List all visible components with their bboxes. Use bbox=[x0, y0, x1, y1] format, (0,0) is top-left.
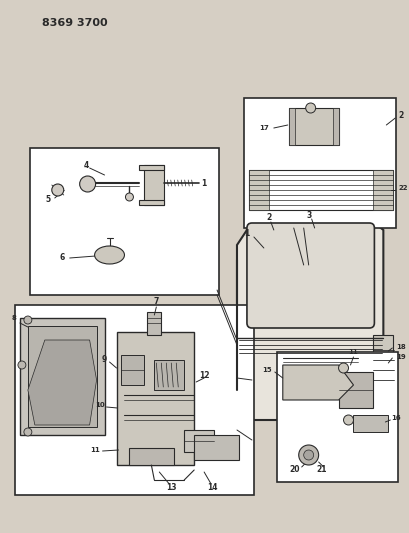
Text: 11: 11 bbox=[348, 349, 357, 355]
Polygon shape bbox=[28, 340, 97, 425]
Text: 12: 12 bbox=[198, 370, 209, 379]
Circle shape bbox=[125, 193, 133, 201]
Circle shape bbox=[52, 184, 63, 196]
Text: 20: 20 bbox=[289, 465, 299, 474]
Bar bbox=[154, 360, 184, 390]
Text: 3: 3 bbox=[305, 211, 310, 220]
Text: 2: 2 bbox=[265, 214, 271, 222]
Bar bbox=[276, 352, 397, 482]
Text: 1: 1 bbox=[244, 229, 249, 238]
Text: 5: 5 bbox=[45, 196, 50, 205]
Bar bbox=[288, 108, 294, 145]
Text: 4: 4 bbox=[84, 160, 89, 169]
Bar bbox=[243, 98, 396, 228]
Text: 16: 16 bbox=[390, 415, 400, 421]
Bar bbox=[147, 312, 161, 335]
Text: 15: 15 bbox=[262, 367, 271, 373]
Text: 19: 19 bbox=[396, 354, 405, 360]
Bar bbox=[338, 372, 373, 408]
FancyBboxPatch shape bbox=[246, 223, 373, 328]
Circle shape bbox=[343, 415, 353, 425]
Bar bbox=[373, 335, 392, 395]
Circle shape bbox=[338, 363, 348, 373]
Ellipse shape bbox=[94, 246, 124, 264]
Text: 8369 3700: 8369 3700 bbox=[42, 18, 107, 28]
Text: 22: 22 bbox=[397, 185, 407, 191]
Bar bbox=[121, 355, 144, 385]
Text: 13: 13 bbox=[166, 483, 176, 492]
Bar bbox=[139, 165, 164, 170]
Circle shape bbox=[24, 428, 32, 436]
Text: 18: 18 bbox=[396, 344, 405, 350]
Bar bbox=[20, 318, 104, 435]
Text: 17: 17 bbox=[258, 125, 268, 131]
Circle shape bbox=[305, 103, 315, 113]
Circle shape bbox=[298, 445, 318, 465]
Bar bbox=[353, 415, 387, 432]
Text: 6: 6 bbox=[59, 254, 64, 262]
Text: 11: 11 bbox=[90, 447, 99, 453]
Circle shape bbox=[24, 316, 32, 324]
Bar bbox=[194, 435, 238, 460]
Circle shape bbox=[303, 450, 313, 460]
Bar bbox=[373, 170, 392, 210]
Circle shape bbox=[18, 361, 26, 369]
Text: 7: 7 bbox=[153, 297, 159, 306]
Bar bbox=[129, 448, 174, 465]
Bar bbox=[248, 170, 268, 210]
Polygon shape bbox=[282, 365, 353, 400]
Bar bbox=[332, 108, 338, 145]
Bar bbox=[30, 148, 218, 295]
Text: 2: 2 bbox=[397, 110, 402, 119]
Text: 1: 1 bbox=[201, 179, 206, 188]
Text: 8: 8 bbox=[12, 315, 17, 321]
Text: 9: 9 bbox=[102, 356, 107, 365]
Bar bbox=[184, 430, 213, 452]
Circle shape bbox=[79, 176, 95, 192]
Text: 10: 10 bbox=[94, 402, 104, 408]
Polygon shape bbox=[236, 222, 382, 420]
Bar bbox=[117, 332, 194, 465]
Bar bbox=[288, 108, 338, 145]
Bar bbox=[139, 200, 164, 205]
Text: 14: 14 bbox=[206, 483, 217, 492]
Text: 21: 21 bbox=[316, 465, 326, 474]
Bar bbox=[248, 170, 392, 210]
Bar bbox=[28, 326, 97, 427]
Bar bbox=[15, 305, 253, 495]
Bar bbox=[144, 165, 164, 205]
